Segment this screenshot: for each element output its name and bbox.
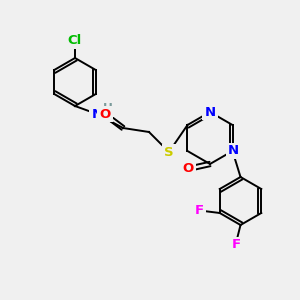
Text: F: F [232,238,241,251]
Text: N: N [204,106,216,118]
Text: O: O [99,107,111,121]
Text: S: S [164,146,174,158]
Text: O: O [182,161,194,175]
Text: H: H [103,103,113,116]
Text: N: N [228,145,239,158]
Text: Cl: Cl [68,34,82,47]
Text: N: N [92,107,103,121]
Text: F: F [195,205,204,218]
